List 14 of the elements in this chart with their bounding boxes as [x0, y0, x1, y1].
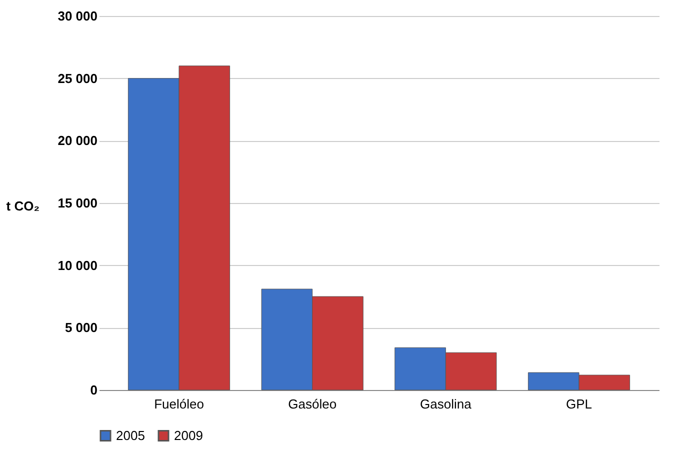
x-tick-label: Fuelóleo — [154, 396, 204, 412]
x-tick-label: GPL — [566, 396, 592, 412]
x-tick-label: Gasóleo — [288, 396, 337, 412]
legend-label: 2009 — [174, 428, 203, 443]
y-tick-label: 5 000 — [64, 320, 98, 336]
y-tick-label: 15 000 — [58, 196, 98, 210]
y-tick-label: 30 000 — [58, 8, 98, 24]
y-axis-title: t CO₂ — [6, 198, 40, 214]
x-tick-label: Gasolina — [420, 396, 472, 412]
y-tick-label: 0 — [90, 382, 98, 398]
y-tick-label: 10 000 — [58, 258, 98, 273]
y-tick-label: 25 000 — [58, 70, 98, 86]
legend-label: 2005 — [116, 428, 145, 443]
y-tick-label: 20 000 — [58, 133, 98, 148]
